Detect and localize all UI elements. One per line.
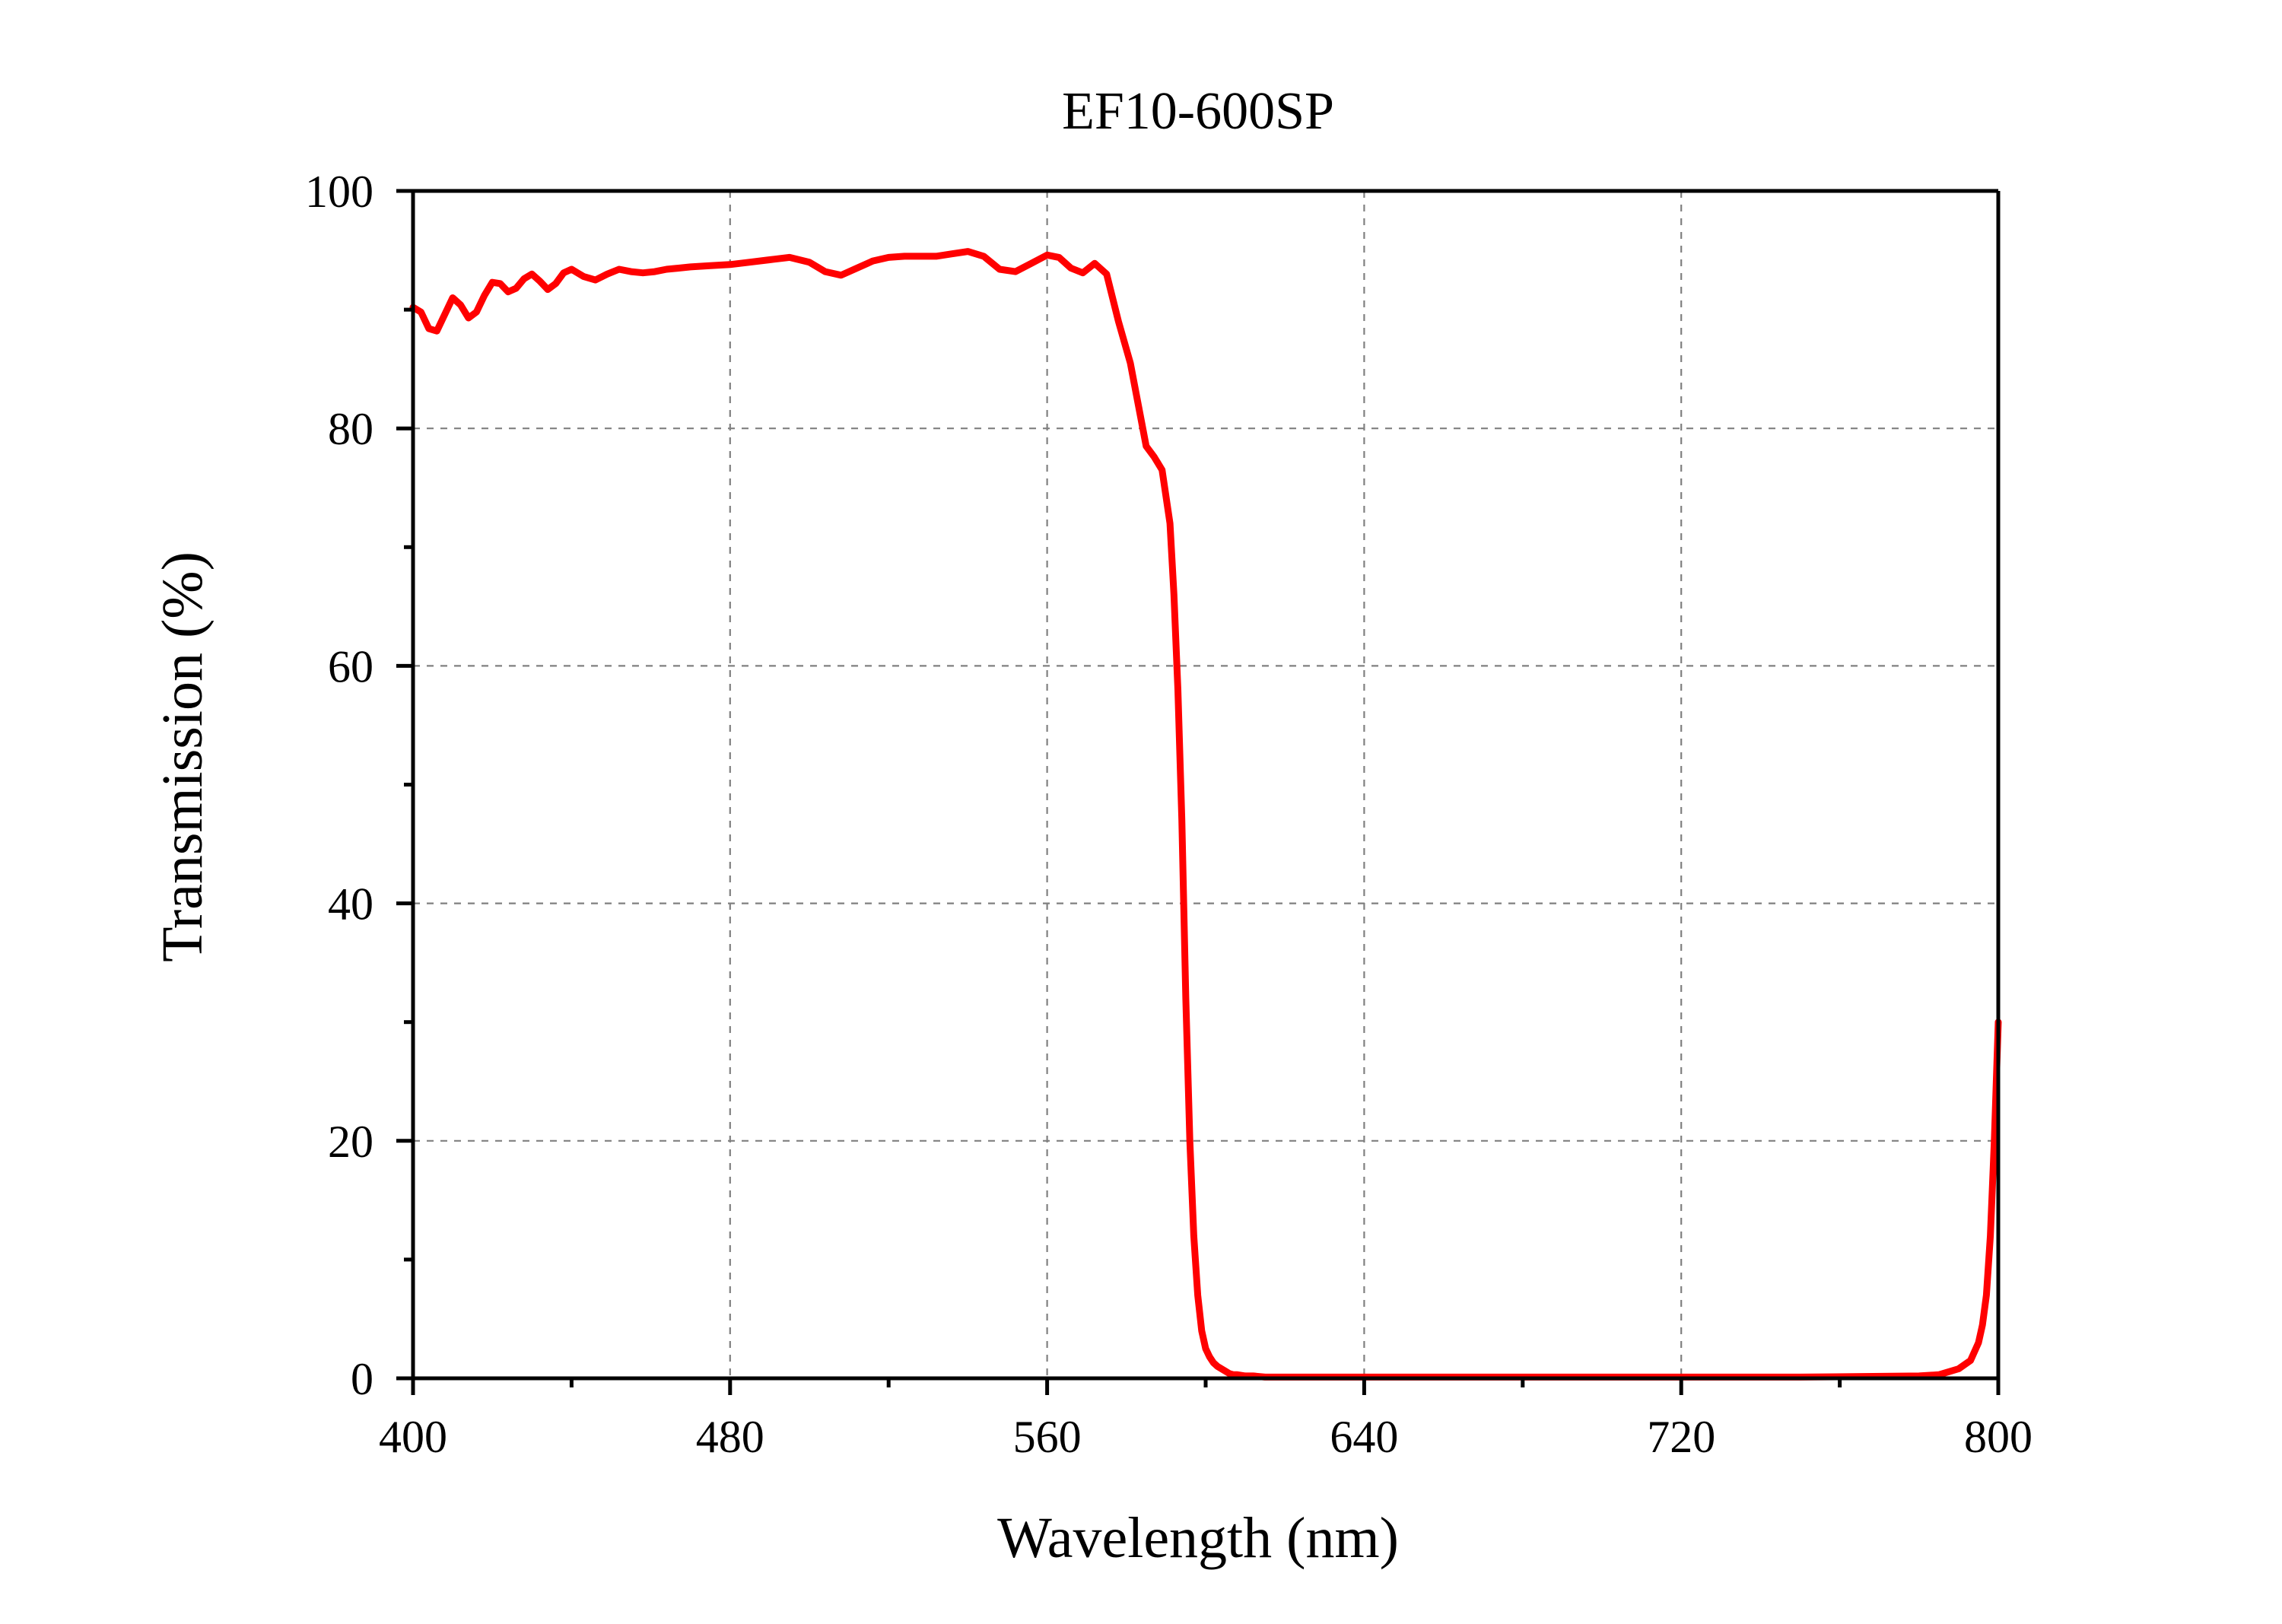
x-tick-label: 640 [1330,1412,1398,1462]
chart-title: EF10-600SP [1062,82,1334,141]
x-tick-label: 720 [1647,1412,1715,1462]
x-tick-label: 400 [379,1412,447,1462]
ticks [396,189,2001,1395]
y-tick-label: 40 [328,879,373,930]
tick-labels: 400 480 560 640 720 800 0 20 40 60 80 100 [305,167,2033,1462]
x-axis-title: Wavelength (nm) [997,1506,1399,1570]
y-tick-label: 100 [305,167,373,217]
series-line-0 [409,248,2002,1381]
y-axis-title: Transmission (%) [151,551,215,962]
y-tick-label: 20 [328,1117,373,1167]
x-tick-label: 800 [1964,1412,2033,1462]
x-tick-label: 480 [696,1412,764,1462]
y-tick-label: 60 [328,641,373,691]
y-tick-label: 0 [351,1354,373,1404]
series-layer [409,248,2002,1381]
x-tick-label: 560 [1013,1412,1082,1462]
grid [413,191,1998,1378]
y-tick-label: 80 [328,404,373,454]
